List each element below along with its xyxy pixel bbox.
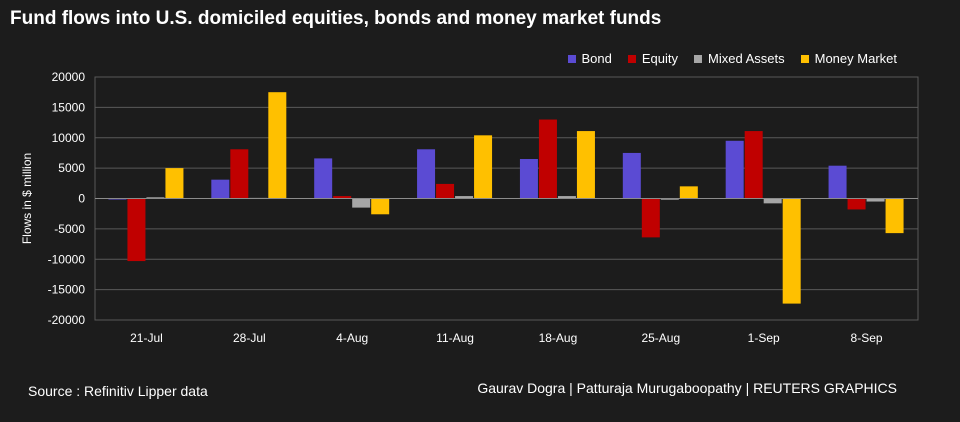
bar-money-market-18-aug — [576, 131, 595, 199]
bar-bond-4-aug — [314, 158, 333, 199]
chart-title: Fund flows into U.S. domiciled equities,… — [10, 8, 662, 29]
x-tick-label: 21-Jul — [130, 331, 163, 345]
bar-money-market-4-aug — [371, 198, 390, 215]
legend-swatch-bond — [567, 54, 576, 63]
bar-mixed-assets-4-aug — [352, 198, 371, 208]
legend-item-money-market: Money Market — [800, 51, 897, 66]
bar-money-market-28-jul — [268, 92, 287, 199]
y-tick-label: 0 — [78, 192, 85, 206]
bar-equity-4-aug — [333, 196, 352, 199]
x-tick-label: 18-Aug — [539, 331, 578, 345]
bar-bond-25-aug — [622, 152, 641, 199]
bar-money-market-1-sep — [782, 198, 801, 304]
graphics-credit: Gaurav Dogra | Patturaja Murugaboopathy … — [477, 380, 897, 396]
bar-equity-18-aug — [538, 119, 557, 199]
y-tick-label: 20000 — [52, 70, 86, 84]
legend-label-equity: Equity — [641, 51, 679, 66]
y-tick-label: -15000 — [48, 283, 86, 297]
x-tick-label: 11-Aug — [436, 331, 474, 345]
chart-legend: Bond Equity Mixed Assets Money Market — [567, 51, 897, 66]
bar-mixed-assets-25-aug — [660, 198, 679, 200]
y-tick-label: -10000 — [48, 252, 86, 266]
bar-equity-28-jul — [230, 149, 249, 199]
x-tick-label: 25-Aug — [641, 331, 680, 345]
y-axis-label: Flows in $ million — [20, 153, 34, 244]
bar-mixed-assets-11-aug — [455, 196, 474, 199]
legend-item-bond: Bond — [567, 51, 612, 66]
bar-bond-28-jul — [211, 179, 230, 199]
y-tick-label: 10000 — [52, 131, 86, 145]
bar-bond-11-aug — [417, 149, 436, 199]
bar-money-market-11-aug — [474, 135, 493, 199]
y-tick-label: 15000 — [52, 100, 86, 114]
bar-money-market-21-jul — [165, 168, 184, 199]
x-tick-label: 28-Jul — [233, 331, 266, 345]
legend-label-bond: Bond — [581, 51, 612, 66]
bar-mixed-assets-18-aug — [557, 196, 576, 199]
bar-equity-11-aug — [436, 183, 455, 199]
bar-equity-21-jul — [127, 198, 146, 262]
legend-label-money-market: Money Market — [814, 51, 897, 66]
legend-item-equity: Equity — [627, 51, 679, 66]
bar-mixed-assets-8-sep — [866, 198, 885, 202]
bar-bond-8-sep — [828, 165, 847, 199]
bar-mixed-assets-1-sep — [763, 198, 782, 204]
source-note: Source : Refinitiv Lipper data — [28, 383, 208, 399]
x-tick-label: 1-Sep — [748, 331, 780, 345]
bar-bond-1-sep — [725, 140, 744, 199]
y-tick-label: -20000 — [48, 313, 86, 327]
x-tick-label: 8-Sep — [851, 331, 883, 345]
legend-item-mixed-assets: Mixed Assets — [694, 51, 785, 66]
bar-money-market-8-sep — [885, 198, 904, 234]
legend-label-mixed-assets: Mixed Assets — [708, 51, 785, 66]
legend-swatch-equity — [627, 54, 636, 63]
bar-equity-1-sep — [744, 131, 763, 199]
bar-mixed-assets-21-jul — [146, 197, 165, 199]
legend-swatch-money-market — [800, 54, 809, 63]
bar-bond-18-aug — [519, 159, 538, 199]
bar-equity-8-sep — [847, 198, 866, 210]
x-tick-label: 4-Aug — [336, 331, 368, 345]
y-tick-label: 5000 — [58, 161, 85, 175]
legend-swatch-mixed-assets — [694, 54, 703, 63]
bar-equity-25-aug — [641, 198, 660, 238]
bar-money-market-25-aug — [679, 186, 698, 199]
y-tick-label: -5000 — [54, 222, 85, 236]
